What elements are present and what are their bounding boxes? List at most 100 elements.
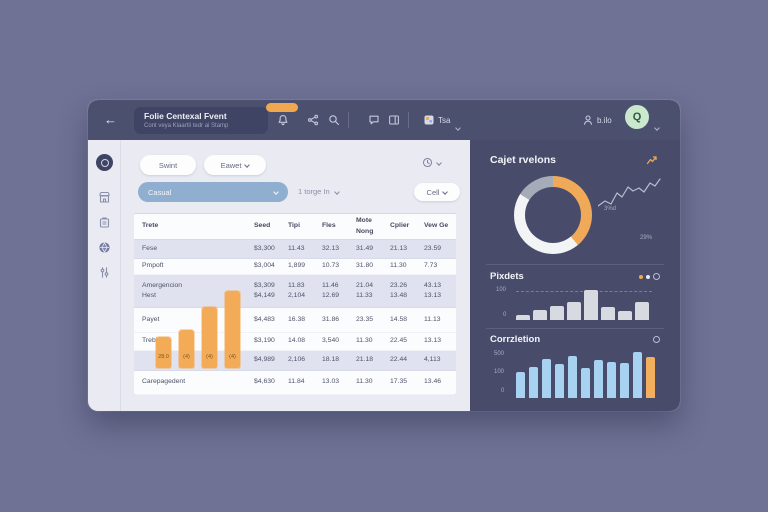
table-cell: 10.73 xyxy=(322,262,340,270)
app-window: ← Folie Centexal Fvent Cont veya Klaartl… xyxy=(88,100,680,411)
panel-icon[interactable] xyxy=(388,114,400,126)
table-cell: 18.18 xyxy=(322,356,340,364)
filter-button-2[interactable]: Eawet xyxy=(204,155,266,175)
table-row[interactable]: Amergencion Hest $3,309 $4,149 11.83 2,104 11.… xyxy=(134,275,456,308)
y-axis-label: 100 xyxy=(494,369,505,375)
chevron-down-icon xyxy=(273,189,279,195)
row-label: Payet xyxy=(142,315,160,323)
table-cell: 23.59 xyxy=(424,244,442,252)
histogram-bar xyxy=(550,305,564,320)
history-dropdown[interactable] xyxy=(422,157,442,168)
chevron-down-icon[interactable] xyxy=(654,117,660,135)
table-cell: 11.30 xyxy=(356,337,373,345)
histogram-bar xyxy=(516,315,530,320)
table-cell: 23.35 xyxy=(356,315,374,323)
histogram-bar xyxy=(567,302,581,320)
user-label[interactable]: b.ilo xyxy=(597,116,612,125)
section-title-correlation: Corrzletion xyxy=(490,334,541,345)
sparkline-path xyxy=(598,178,661,207)
table-cell: 11.84 xyxy=(288,378,305,386)
chat-icon[interactable] xyxy=(368,114,380,126)
app-logo-icon[interactable] xyxy=(96,154,113,171)
refresh-icon[interactable] xyxy=(653,273,660,280)
chevron-down-icon[interactable] xyxy=(455,117,461,135)
histogram-bar xyxy=(533,310,547,320)
sparkline-value-label: 3%d xyxy=(604,206,617,212)
legend-dot-white xyxy=(646,274,650,279)
cell-button[interactable]: Cell xyxy=(414,183,460,201)
table-row[interactable]: Carepagedent $4,630 11.84 13.03 11.30 17.35 13… xyxy=(134,371,456,395)
table-cell: $3,190 xyxy=(254,337,275,345)
column-header: Cplier xyxy=(390,222,410,230)
sidebar-item-clipboard-icon[interactable] xyxy=(98,216,111,229)
table-cell: 11.30 xyxy=(356,378,373,386)
table-cell: $3,300 xyxy=(254,244,275,252)
table-cell: 22.44 xyxy=(390,356,408,364)
sidebar-item-globe-icon[interactable] xyxy=(98,241,111,254)
correlation-bar xyxy=(620,363,629,398)
table-cell: 2,106 xyxy=(288,356,306,364)
divider xyxy=(486,328,664,329)
cell-button-label: Cell xyxy=(426,187,440,197)
primary-filter-button[interactable]: Casual xyxy=(138,182,288,202)
row-label: Treblety xyxy=(142,337,167,345)
table-cell: 23.26 13.48 xyxy=(390,281,408,299)
avatar[interactable]: Q xyxy=(625,105,649,129)
chart-legend xyxy=(639,273,660,280)
main-content: Swint Eawet Casual 1 torge In Cell Trete… xyxy=(122,140,470,411)
correlation-bar xyxy=(529,366,538,398)
divider xyxy=(348,112,349,128)
table-cell: 7.73 xyxy=(424,262,438,270)
search-icon[interactable] xyxy=(328,114,340,126)
refresh-icon[interactable] xyxy=(653,336,660,343)
workspace-icon[interactable] xyxy=(423,114,435,126)
correlation-bar xyxy=(516,371,525,398)
table-row[interactable]: $4,989 2,106 18.18 21.18 22.44 4,113 xyxy=(134,351,456,371)
table-cell: $4,483 xyxy=(254,315,275,323)
correlation-bar xyxy=(646,357,655,398)
divider xyxy=(486,264,664,265)
table-cell: 17.35 xyxy=(390,378,408,386)
back-button[interactable]: ← xyxy=(104,112,117,127)
table-row[interactable]: Payet $4,483 16.38 31.86 23.35 14.58 11.13 xyxy=(134,308,456,333)
row-label: Pmpoft xyxy=(142,262,164,270)
table-body: Fese $3,300 11.43 32.13 31.49 21.13 23.59 Pmpof… xyxy=(134,240,456,395)
target-dropdown[interactable]: 1 torge In xyxy=(298,187,340,196)
document-title-box[interactable]: Folie Centexal Fvent Cont veya Klaartli … xyxy=(134,107,268,134)
sidebar-item-sliders-icon[interactable] xyxy=(98,266,111,279)
percent-label: 29% xyxy=(640,235,653,241)
table-cell: 16.38 xyxy=(288,315,306,323)
sidebar-item-building-icon[interactable] xyxy=(98,191,111,204)
table-cell: $4,989 xyxy=(254,356,275,364)
donut-chart xyxy=(514,176,592,254)
table-cell: 21.18 xyxy=(356,356,374,364)
table-cell: 4,113 xyxy=(424,356,441,364)
table-cell: 11.83 2,104 xyxy=(288,281,306,299)
data-table: Trete Seed Tipi Fles Mote Nong Cplier Vew Ge F… xyxy=(134,213,456,395)
filter-button-1[interactable]: Swint xyxy=(140,155,196,175)
table-row[interactable]: Treblety $3,190 14.08 3,540 11.30 22.45 13.13 xyxy=(134,333,456,351)
chevron-down-icon xyxy=(333,188,340,195)
top-bar: ← Folie Centexal Fvent Cont veya Klaartl… xyxy=(88,100,680,140)
correlation-bar xyxy=(555,364,564,398)
share-icon[interactable] xyxy=(307,114,319,126)
table-row[interactable]: Pmpoft $3,004 1,899 10.73 31.80 11.30 7.73 xyxy=(134,259,456,275)
target-label: 1 torge In xyxy=(298,187,330,196)
page-title: Folie Centexal Fvent xyxy=(144,111,227,121)
bell-icon[interactable] xyxy=(277,114,289,126)
table-cell: 43.13 13.13 xyxy=(424,281,442,299)
table-row[interactable]: Fese $3,300 11.43 32.13 31.49 21.13 23.59 xyxy=(134,240,456,259)
correlation-bar xyxy=(568,355,577,398)
table-cell: 22.45 xyxy=(390,337,408,345)
column-header: Tipi xyxy=(288,222,300,230)
legend-dot-orange xyxy=(639,274,643,279)
histogram-bar xyxy=(601,307,615,320)
person-icon[interactable] xyxy=(582,114,594,126)
workspace-selector[interactable]: Tsa xyxy=(438,116,451,125)
insights-panel: Cajet rvelons 3%d 29% Pixdets 100 0 Corr… xyxy=(470,140,680,411)
column-header: Mote Nong xyxy=(356,217,374,235)
table-cell: $3,004 xyxy=(254,262,275,270)
correlation-bar xyxy=(581,368,590,398)
status-badge xyxy=(266,103,298,112)
chevron-down-icon xyxy=(436,159,442,166)
